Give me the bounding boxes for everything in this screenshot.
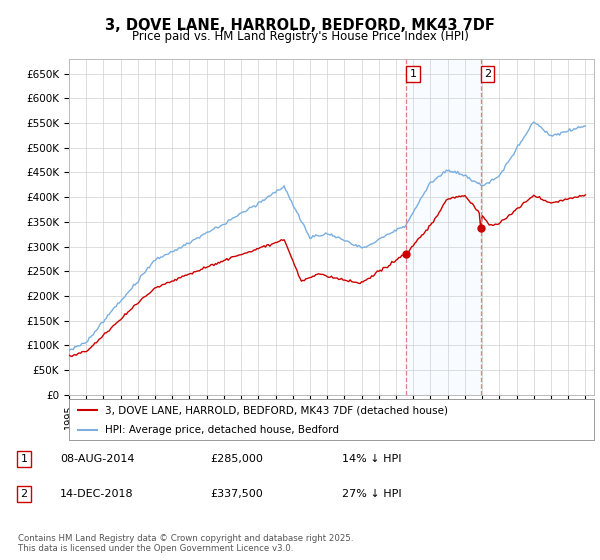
Text: 2: 2 <box>484 69 491 78</box>
Text: HPI: Average price, detached house, Bedford: HPI: Average price, detached house, Bedf… <box>105 424 338 435</box>
Text: 1: 1 <box>409 69 416 78</box>
Text: 08-AUG-2014: 08-AUG-2014 <box>60 454 134 464</box>
Text: 2: 2 <box>20 489 28 499</box>
Text: 14-DEC-2018: 14-DEC-2018 <box>60 489 134 499</box>
Text: £337,500: £337,500 <box>210 489 263 499</box>
Text: 3, DOVE LANE, HARROLD, BEDFORD, MK43 7DF: 3, DOVE LANE, HARROLD, BEDFORD, MK43 7DF <box>105 18 495 33</box>
Text: £285,000: £285,000 <box>210 454 263 464</box>
Text: Price paid vs. HM Land Registry's House Price Index (HPI): Price paid vs. HM Land Registry's House … <box>131 30 469 43</box>
Text: 3, DOVE LANE, HARROLD, BEDFORD, MK43 7DF (detached house): 3, DOVE LANE, HARROLD, BEDFORD, MK43 7DF… <box>105 405 448 415</box>
Text: 1: 1 <box>20 454 28 464</box>
Text: 27% ↓ HPI: 27% ↓ HPI <box>342 489 401 499</box>
Text: Contains HM Land Registry data © Crown copyright and database right 2025.
This d: Contains HM Land Registry data © Crown c… <box>18 534 353 553</box>
Bar <box>406 59 481 395</box>
Text: 14% ↓ HPI: 14% ↓ HPI <box>342 454 401 464</box>
